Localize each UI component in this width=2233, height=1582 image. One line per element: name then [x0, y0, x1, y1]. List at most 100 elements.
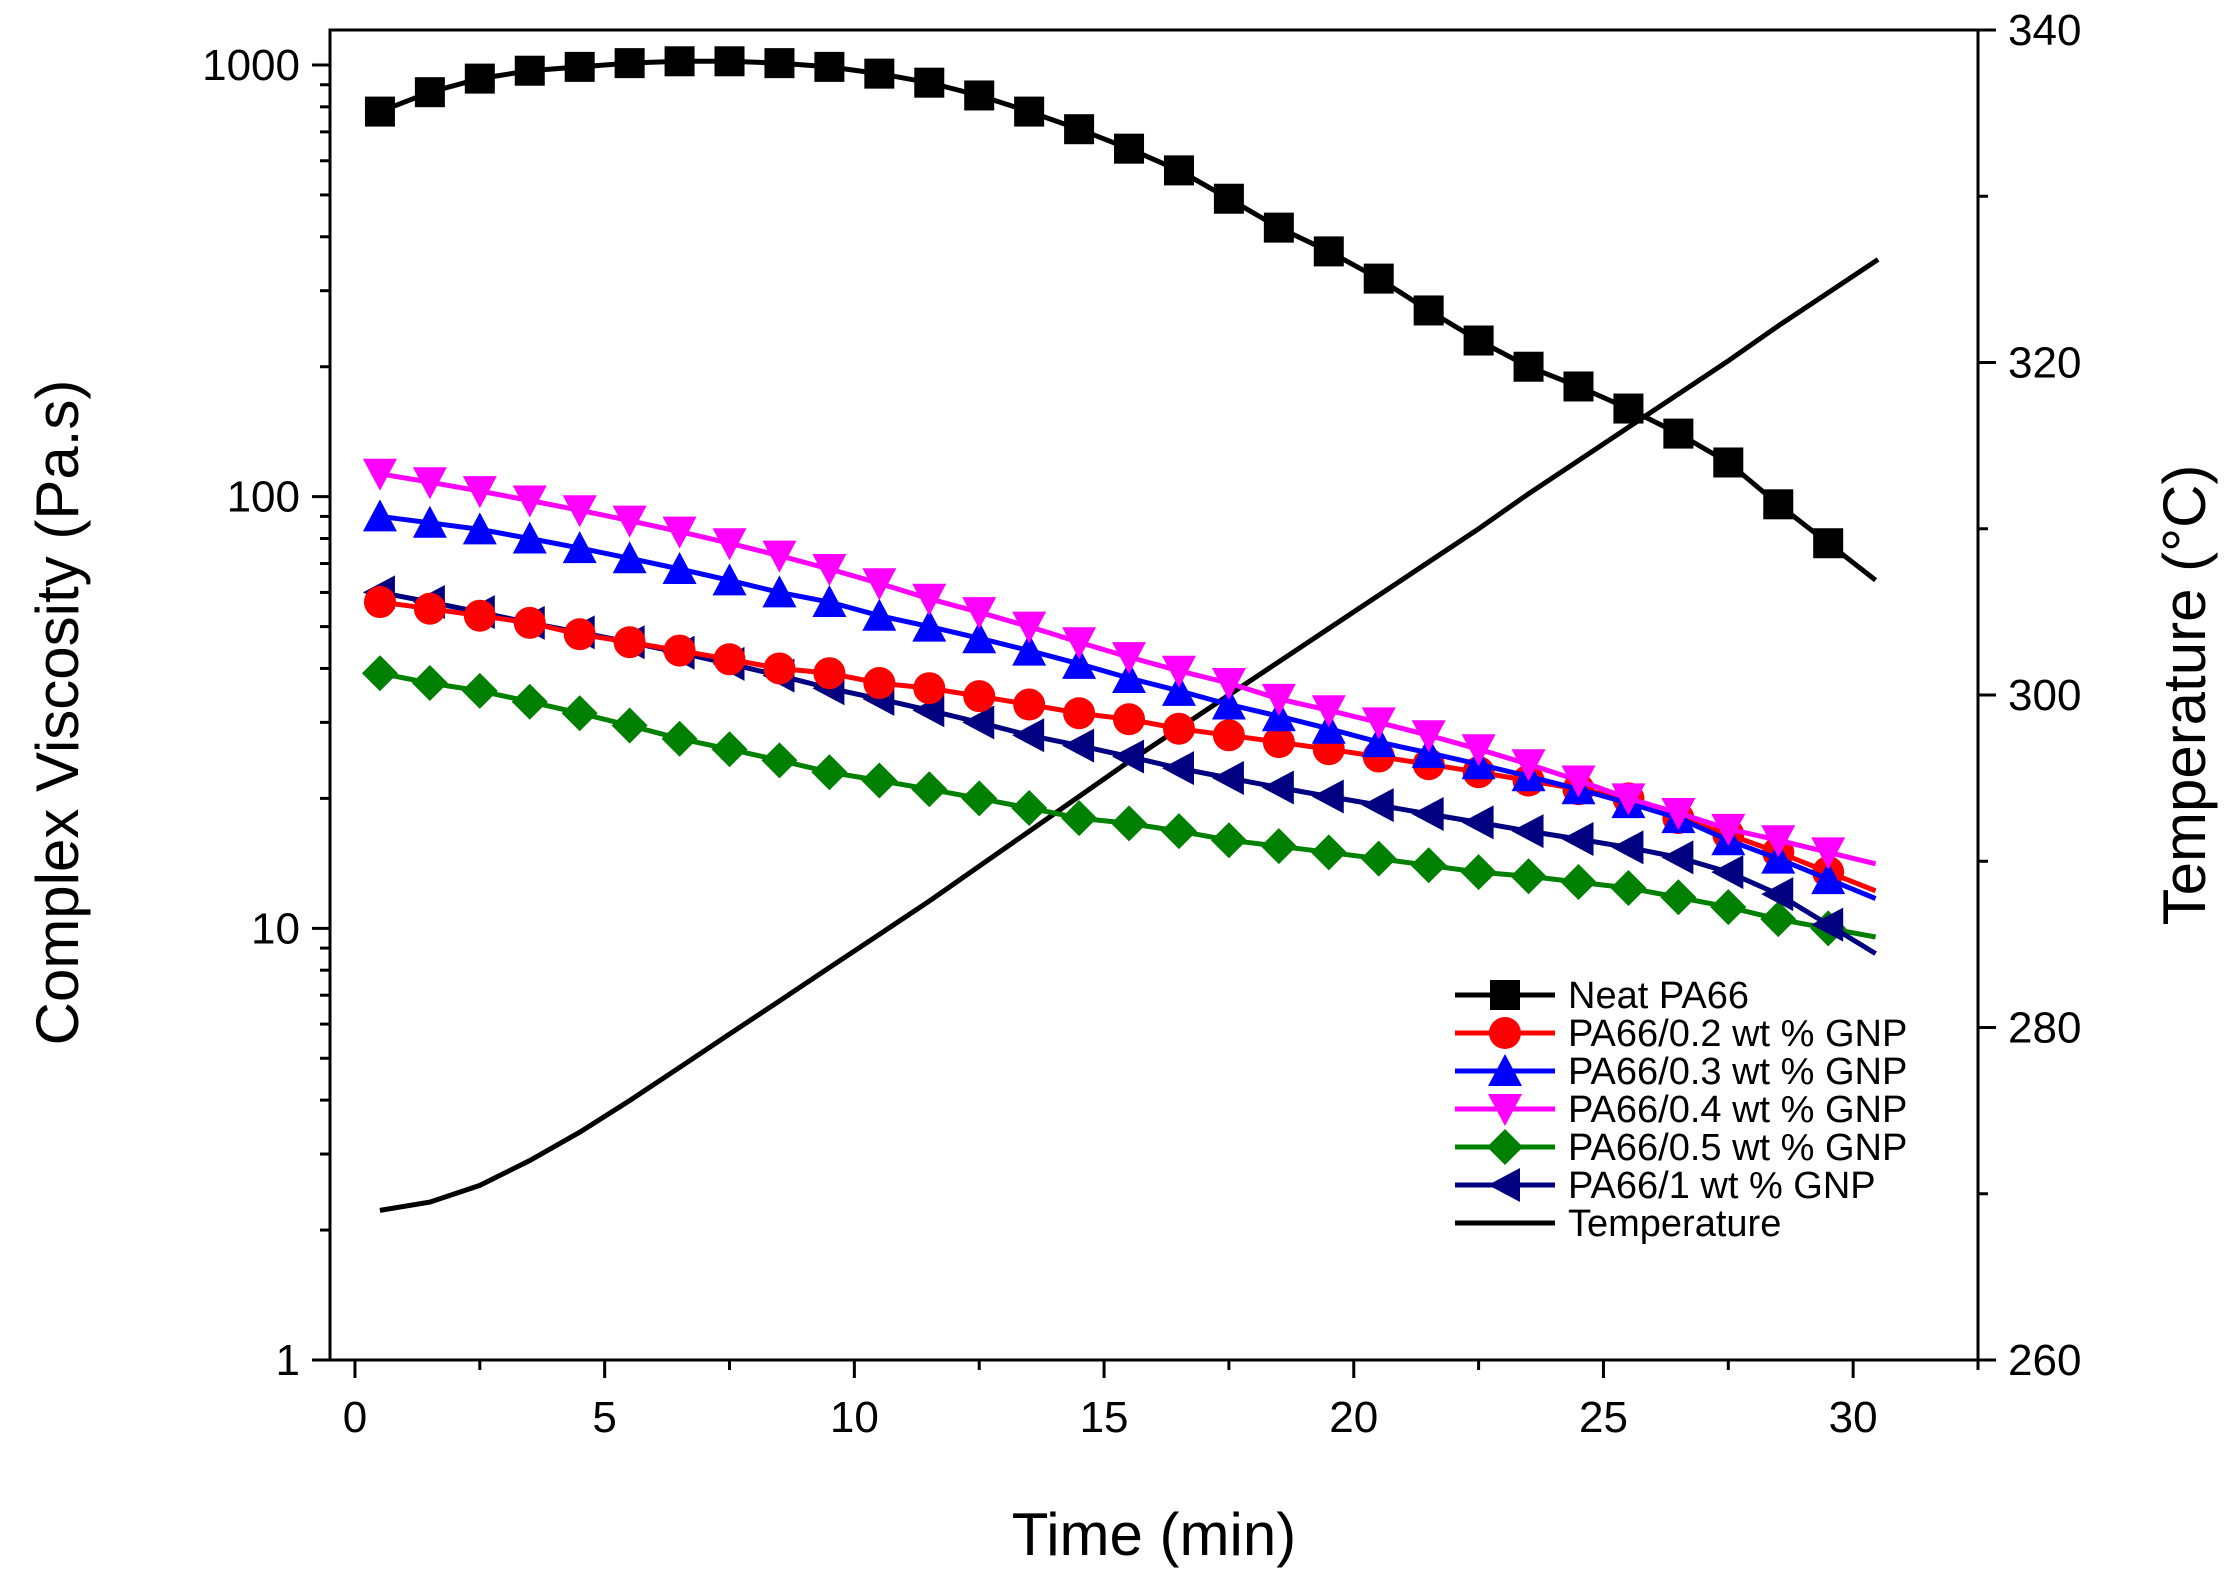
- y-right-tick-label: 340: [2008, 6, 2081, 55]
- x-tick-label: 0: [343, 1393, 367, 1442]
- x-tick-label: 25: [1579, 1393, 1628, 1442]
- data-point: [814, 51, 845, 82]
- legend-marker: [1488, 1094, 1522, 1126]
- data-point: [764, 48, 795, 79]
- data-point: [1513, 351, 1544, 382]
- data-point: [513, 606, 546, 639]
- data-point: [861, 762, 898, 799]
- data-point: [663, 634, 696, 667]
- legend-label: PA66/0.3 wt % GNP: [1568, 1051, 1907, 1093]
- data-point: [1163, 155, 1194, 186]
- data-point: [1113, 703, 1146, 736]
- series-group: [364, 46, 1878, 583]
- data-point: [811, 754, 848, 791]
- legend-marker: [1487, 1129, 1523, 1165]
- legend-label: PA66/0.4 wt % GNP: [1568, 1089, 1907, 1131]
- data-point: [812, 553, 847, 586]
- data-point: [1311, 779, 1344, 814]
- legend-label: Temperature: [1568, 1203, 1781, 1245]
- series-group: [362, 458, 1877, 870]
- data-point: [361, 655, 398, 692]
- data-point: [1413, 295, 1444, 326]
- data-point: [1511, 749, 1546, 782]
- y-tick-label: 1: [276, 1336, 300, 1385]
- data-point: [962, 705, 995, 740]
- data-point: [1262, 726, 1295, 759]
- data-point: [862, 598, 897, 631]
- data-point: [762, 540, 797, 573]
- y-tick-label: 10: [251, 904, 300, 953]
- data-point: [563, 618, 596, 651]
- data-point: [1361, 725, 1396, 758]
- data-point: [1811, 862, 1846, 895]
- data-point: [1710, 889, 1747, 926]
- data-point: [1012, 633, 1047, 666]
- data-point: [1561, 822, 1594, 857]
- x-tick-label: 15: [1080, 1393, 1129, 1442]
- data-point: [562, 495, 597, 528]
- data-point: [813, 657, 846, 690]
- data-point: [812, 585, 847, 618]
- data-point: [464, 63, 495, 94]
- data-point: [1213, 183, 1244, 214]
- data-point: [1211, 687, 1246, 720]
- x-tick-label: 10: [830, 1393, 879, 1442]
- series-group: [362, 499, 1877, 901]
- data-point: [614, 48, 645, 79]
- data-point: [864, 58, 895, 89]
- data-point: [1711, 855, 1744, 890]
- data-point: [1211, 760, 1244, 795]
- data-point: [413, 592, 446, 625]
- data-point: [1410, 847, 1447, 884]
- data-point: [1011, 790, 1048, 827]
- data-point: [1560, 864, 1597, 901]
- plot-series-layer: [361, 46, 1880, 1213]
- data-point: [1463, 325, 1494, 356]
- data-point: [613, 626, 646, 659]
- data-point: [1411, 797, 1444, 832]
- data-point: [911, 771, 948, 808]
- legend-label: PA66/0.2 wt % GNP: [1568, 1013, 1907, 1055]
- data-point: [1813, 528, 1844, 559]
- data-point: [1061, 800, 1098, 837]
- data-point: [364, 96, 395, 127]
- data-point: [913, 672, 946, 705]
- data-point: [1112, 739, 1145, 774]
- y-right-tick-label: 300: [2008, 671, 2081, 720]
- data-point: [1261, 770, 1294, 805]
- data-point: [564, 51, 595, 82]
- data-point: [414, 77, 445, 108]
- data-point: [463, 599, 496, 632]
- series-group: [363, 586, 1877, 894]
- data-point: [763, 652, 796, 685]
- data-point: [1611, 783, 1646, 816]
- data-point: [1112, 661, 1147, 694]
- data-point: [1013, 688, 1046, 721]
- data-point: [562, 531, 597, 564]
- data-point: [1561, 765, 1596, 798]
- data-point: [1363, 263, 1394, 294]
- data-point: [1360, 840, 1397, 877]
- data-point: [1411, 720, 1446, 753]
- x-tick-label: 30: [1829, 1393, 1878, 1442]
- legend-marker: [1489, 1017, 1521, 1049]
- y-right-tick-label: 280: [2008, 1004, 2081, 1053]
- data-point: [1613, 393, 1644, 424]
- data-point: [1012, 611, 1047, 644]
- data-point: [863, 667, 896, 700]
- data-point: [461, 672, 498, 709]
- data-point: [961, 780, 998, 817]
- data-point: [761, 742, 798, 779]
- data-point: [1511, 814, 1544, 849]
- data-point: [1811, 907, 1844, 942]
- data-point: [1311, 695, 1346, 728]
- axes-layer: 0 5 10 15 20 25 30 1 10 100 1000 260 280 300 320 340: [202, 6, 2081, 1442]
- data-point: [1661, 798, 1696, 831]
- data-point: [362, 458, 397, 491]
- data-point: [412, 505, 447, 538]
- data-point: [512, 521, 547, 554]
- data-point: [1460, 854, 1497, 891]
- data-point: [1661, 840, 1694, 875]
